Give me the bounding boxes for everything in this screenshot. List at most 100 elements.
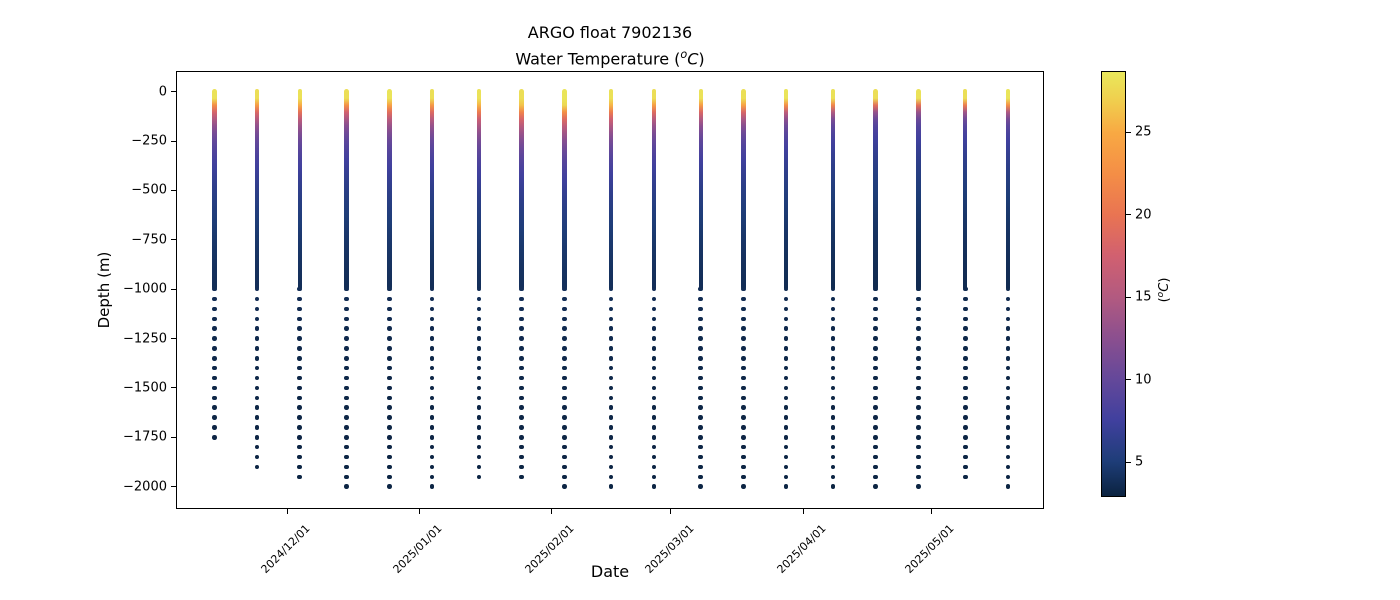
profile-column bbox=[698, 89, 703, 289]
scatter-point bbox=[254, 385, 260, 391]
scatter-point bbox=[561, 346, 567, 351]
scatter-point bbox=[783, 375, 789, 381]
scatter-point bbox=[1005, 356, 1011, 361]
scatter-point bbox=[561, 356, 567, 361]
scatter-point bbox=[608, 435, 614, 440]
scatter-point bbox=[651, 346, 657, 351]
scatter-point bbox=[916, 375, 921, 381]
scatter-point bbox=[254, 375, 260, 381]
scatter-point bbox=[561, 395, 567, 401]
scatter-point bbox=[387, 306, 392, 312]
scatter-point bbox=[212, 405, 217, 410]
colorbar-tick bbox=[1126, 379, 1131, 381]
scatter-point bbox=[344, 336, 349, 341]
scatter-point bbox=[344, 385, 349, 391]
scatter-point bbox=[783, 346, 789, 351]
scatter-point bbox=[254, 316, 260, 322]
scatter-point bbox=[429, 415, 435, 420]
scatter-point bbox=[297, 326, 303, 331]
scatter-point bbox=[698, 395, 704, 401]
scatter-point bbox=[608, 444, 614, 450]
scatter-point bbox=[741, 365, 746, 371]
scatter-point bbox=[254, 444, 260, 450]
scatter-point bbox=[387, 385, 392, 391]
scatter-point bbox=[830, 375, 836, 381]
scatter-point bbox=[387, 296, 392, 302]
scatter-point bbox=[429, 385, 435, 391]
scatter-point bbox=[254, 336, 260, 341]
scatter-point bbox=[429, 356, 435, 361]
scatter-point bbox=[741, 306, 746, 312]
scatter-point bbox=[429, 464, 435, 470]
scatter-point bbox=[783, 484, 789, 489]
scatter-point bbox=[476, 454, 482, 460]
scatter-point bbox=[561, 306, 567, 312]
scatter-point bbox=[212, 375, 217, 381]
scatter-point bbox=[344, 365, 349, 371]
scatter-point bbox=[561, 375, 567, 381]
scatter-point bbox=[783, 296, 789, 302]
profile-column bbox=[476, 89, 482, 289]
y-axis-tick bbox=[171, 288, 176, 290]
scatter-point bbox=[1005, 395, 1011, 401]
scatter-point bbox=[344, 425, 349, 430]
degree-superscript: o bbox=[1155, 291, 1166, 298]
scatter-point bbox=[254, 365, 260, 371]
scatter-point bbox=[873, 454, 878, 460]
scatter-point bbox=[476, 415, 482, 420]
scatter-point bbox=[962, 395, 968, 401]
scatter-point bbox=[519, 464, 524, 470]
scatter-point bbox=[962, 435, 968, 440]
scatter-point bbox=[297, 454, 303, 460]
profile-column bbox=[254, 89, 260, 289]
scatter-point bbox=[476, 346, 482, 351]
scatter-point bbox=[429, 365, 435, 371]
scatter-point bbox=[741, 444, 746, 450]
scatter-point bbox=[830, 346, 836, 351]
scatter-point bbox=[297, 425, 303, 430]
profile-column bbox=[212, 89, 217, 289]
scatter-point bbox=[873, 464, 878, 470]
y-axis-tick-label: −750 bbox=[131, 232, 167, 248]
profile-column bbox=[1005, 89, 1011, 289]
scatter-point bbox=[962, 375, 968, 381]
scatter-point bbox=[561, 484, 567, 489]
scatter-point bbox=[873, 385, 878, 391]
scatter-point bbox=[916, 464, 921, 470]
scatter-point bbox=[741, 454, 746, 460]
y-axis-tick bbox=[171, 387, 176, 389]
y-axis-tick-label: 0 bbox=[158, 84, 167, 100]
scatter-point bbox=[212, 316, 217, 322]
scatter-point bbox=[873, 296, 878, 302]
scatter-point bbox=[297, 316, 303, 322]
profile-column bbox=[783, 89, 789, 289]
scatter-point bbox=[519, 415, 524, 420]
scatter-point bbox=[698, 346, 704, 351]
scatter-point bbox=[519, 316, 524, 322]
scatter-point bbox=[519, 286, 524, 292]
scatter-point bbox=[962, 316, 968, 322]
scatter-point bbox=[741, 395, 746, 401]
scatter-point bbox=[344, 296, 349, 302]
scatter-point bbox=[1005, 474, 1011, 480]
scatter-point bbox=[476, 444, 482, 450]
scatter-point bbox=[873, 336, 878, 341]
scatter-point bbox=[873, 415, 878, 420]
scatter-point bbox=[1005, 484, 1011, 489]
scatter-point bbox=[698, 454, 704, 460]
scatter-point bbox=[698, 435, 704, 440]
scatter-point bbox=[476, 336, 482, 341]
colorbar-tick-label: 5 bbox=[1135, 454, 1144, 470]
scatter-point bbox=[698, 356, 704, 361]
scatter-point bbox=[651, 484, 657, 489]
scatter-point bbox=[561, 444, 567, 450]
degree-superscript: o bbox=[680, 48, 688, 61]
scatter-point bbox=[783, 356, 789, 361]
scatter-point bbox=[297, 464, 303, 470]
scatter-point bbox=[344, 444, 349, 450]
scatter-point bbox=[519, 474, 524, 480]
scatter-point bbox=[429, 395, 435, 401]
scatter-point bbox=[830, 484, 836, 489]
scatter-point bbox=[519, 435, 524, 440]
profile-column bbox=[344, 89, 349, 289]
